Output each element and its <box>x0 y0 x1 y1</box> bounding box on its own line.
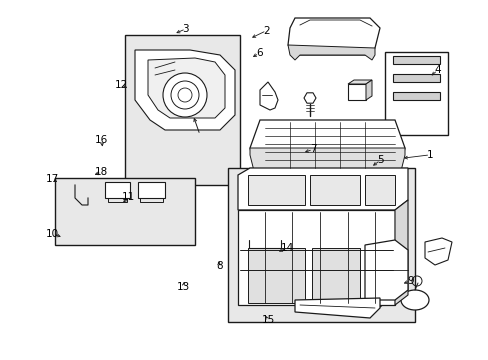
Bar <box>105 182 130 198</box>
Polygon shape <box>260 82 278 110</box>
Text: 13: 13 <box>176 282 190 292</box>
Text: 14: 14 <box>280 243 294 253</box>
Circle shape <box>350 291 368 309</box>
Text: 12: 12 <box>114 80 128 90</box>
Text: 16: 16 <box>95 135 108 145</box>
Bar <box>364 175 394 205</box>
Text: 8: 8 <box>215 261 222 271</box>
Bar <box>55 178 195 245</box>
Bar <box>138 182 164 198</box>
Polygon shape <box>392 56 439 64</box>
Circle shape <box>367 292 383 308</box>
Ellipse shape <box>400 290 428 310</box>
Circle shape <box>163 73 206 117</box>
Bar <box>309 175 359 205</box>
Text: 3: 3 <box>182 24 189 34</box>
Bar <box>311 248 359 303</box>
Polygon shape <box>294 298 379 318</box>
Text: 5: 5 <box>376 155 383 165</box>
Polygon shape <box>249 148 404 175</box>
Text: 17: 17 <box>46 174 60 184</box>
Text: 6: 6 <box>255 48 262 58</box>
Bar <box>108 198 127 202</box>
Polygon shape <box>238 210 394 305</box>
Polygon shape <box>392 74 439 82</box>
Bar <box>347 84 365 100</box>
Polygon shape <box>392 92 439 100</box>
Text: 7: 7 <box>309 144 316 154</box>
Polygon shape <box>424 238 451 265</box>
Polygon shape <box>347 80 371 84</box>
Text: 11: 11 <box>121 192 135 202</box>
Text: 15: 15 <box>261 315 274 325</box>
Ellipse shape <box>248 230 281 250</box>
Text: 10: 10 <box>46 229 59 239</box>
Polygon shape <box>394 200 407 305</box>
Polygon shape <box>287 18 379 55</box>
Text: 2: 2 <box>263 26 269 36</box>
Bar <box>140 198 163 202</box>
Polygon shape <box>238 168 407 210</box>
Bar <box>247 175 305 205</box>
Polygon shape <box>135 50 235 130</box>
Text: 18: 18 <box>95 167 108 177</box>
Bar <box>247 248 305 303</box>
Polygon shape <box>249 120 404 170</box>
Polygon shape <box>148 58 224 118</box>
Bar <box>227 168 414 322</box>
Polygon shape <box>304 93 315 103</box>
Bar <box>384 52 447 135</box>
Polygon shape <box>365 80 371 100</box>
Polygon shape <box>364 240 407 300</box>
Text: 9: 9 <box>407 276 413 286</box>
Polygon shape <box>287 45 374 60</box>
Text: 4: 4 <box>433 65 440 75</box>
Text: 1: 1 <box>426 150 433 160</box>
Bar <box>125 35 240 185</box>
